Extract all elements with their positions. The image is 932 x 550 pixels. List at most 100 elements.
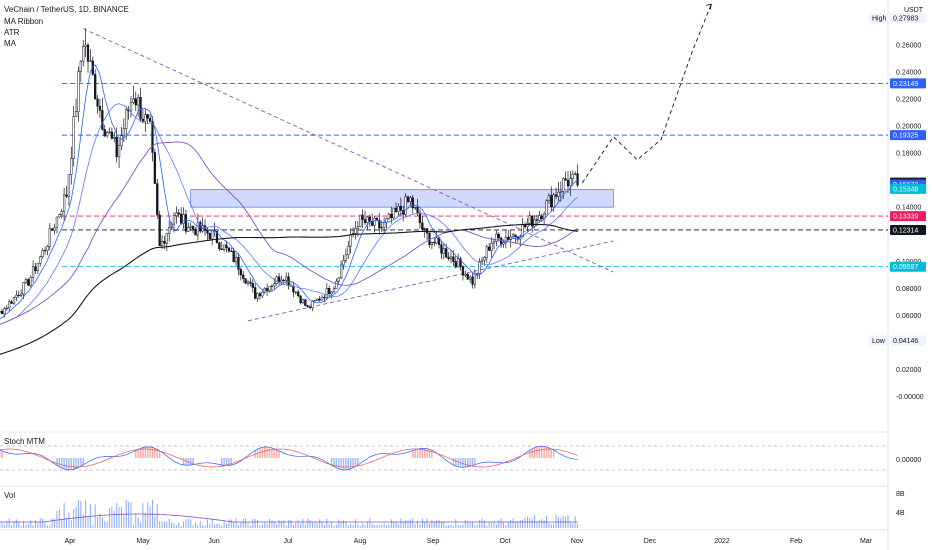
price-label-0.09597[interactable]: 0.09597 — [890, 261, 926, 272]
candle — [261, 290, 264, 298]
candle-body — [70, 158, 73, 175]
candle — [213, 222, 216, 237]
candle-body — [12, 296, 16, 304]
candle-body — [466, 273, 469, 280]
candle — [144, 108, 147, 132]
candle-body — [29, 277, 32, 286]
candle — [449, 250, 453, 264]
candle — [306, 304, 309, 308]
candle — [550, 186, 553, 212]
candle-body — [538, 215, 541, 221]
candle-body — [36, 262, 40, 271]
candle — [156, 179, 159, 220]
volume-ma-line[interactable] — [0, 513, 578, 523]
candle — [79, 60, 82, 83]
price-label-0.23149[interactable]: 0.23149 — [890, 78, 926, 89]
candle-body — [457, 258, 460, 268]
candle-body — [461, 266, 465, 276]
candle — [457, 253, 460, 268]
candle-body — [299, 295, 302, 304]
indicator-ma[interactable]: MA — [4, 39, 17, 48]
resistance-zone[interactable] — [190, 189, 614, 208]
candle — [320, 294, 324, 301]
candle-body — [464, 273, 467, 276]
candle-body — [249, 281, 252, 284]
candle-body — [445, 248, 448, 258]
candle-body — [151, 121, 154, 153]
candle — [574, 171, 577, 176]
indicator-atr[interactable]: ATR — [4, 28, 20, 37]
stoch-line-k[interactable] — [0, 445, 578, 471]
candle — [435, 230, 438, 245]
candle-body — [215, 230, 219, 244]
candle — [325, 283, 328, 301]
candle — [55, 216, 59, 234]
candle — [371, 213, 374, 227]
x-tick-mar: Mar — [860, 538, 873, 545]
projection-path[interactable] — [581, 4, 712, 184]
candle-body — [499, 237, 503, 245]
price-label-0.19325[interactable]: 0.19325 — [890, 130, 926, 141]
volume-label[interactable]: Vol — [4, 491, 15, 500]
candle-body — [325, 288, 328, 299]
candle-body — [41, 250, 44, 258]
candle — [94, 69, 97, 100]
candle-body — [528, 215, 531, 224]
candle-body — [120, 135, 123, 147]
candle-body — [43, 250, 47, 252]
candle-body — [242, 274, 245, 279]
ma-200[interactable] — [0, 223, 578, 363]
price-label-tag — [869, 13, 889, 24]
candle-body — [511, 234, 515, 238]
candle-body — [24, 279, 28, 283]
candle-body — [89, 60, 92, 62]
trendline-ascending[interactable] — [247, 240, 614, 322]
candle — [547, 193, 551, 204]
candle-body — [0, 311, 4, 315]
ma-ribbon-fast[interactable] — [0, 64, 578, 336]
stoch-line-d[interactable] — [0, 448, 578, 468]
candle — [454, 255, 457, 269]
candle — [77, 66, 80, 122]
candle — [523, 221, 527, 230]
candle-body — [335, 280, 338, 289]
candle-body — [504, 236, 508, 243]
candle — [12, 296, 16, 306]
candle — [339, 260, 343, 280]
ma-ribbon-mid[interactable] — [0, 103, 578, 336]
candle-body — [125, 109, 128, 129]
candle-body — [371, 221, 374, 226]
candle-body — [84, 44, 87, 47]
candle-body — [459, 258, 462, 268]
candle-body — [454, 261, 457, 268]
candle — [246, 280, 250, 287]
trendline-descending[interactable] — [83, 28, 614, 273]
candle — [179, 207, 183, 225]
price-label-0.15348[interactable]: 0.15348 — [890, 183, 926, 194]
candle — [504, 229, 508, 249]
candle — [168, 220, 171, 242]
price-label-0.13339[interactable]: 0.13339 — [890, 211, 926, 222]
price-label-0.12314[interactable]: 0.12314 — [890, 224, 926, 235]
candle-body — [0, 311, 1, 313]
candle — [282, 278, 285, 285]
candle — [5, 304, 8, 311]
price-label-0.04146[interactable]: Low 0.04146 — [869, 335, 926, 346]
candle-body — [297, 291, 300, 297]
x-tick-jun: Jun — [208, 538, 219, 545]
candle — [440, 241, 443, 260]
candle-body — [194, 228, 197, 236]
candle-body — [540, 215, 543, 219]
stoch-label[interactable]: Stoch MTM — [4, 437, 45, 446]
candle — [342, 255, 345, 270]
candle-body — [313, 300, 317, 302]
candle-body — [39, 256, 42, 264]
candle — [485, 244, 488, 263]
indicator-ma-ribbon[interactable]: MA Ribbon — [4, 17, 43, 26]
candle-body — [62, 194, 66, 212]
ma-ribbon-slow[interactable] — [0, 141, 578, 336]
price-label-0.27983[interactable]: High 0.27983 — [869, 13, 926, 24]
candle — [27, 278, 30, 286]
x-tick-jul: Jul — [284, 538, 293, 545]
candle-body — [19, 293, 23, 296]
